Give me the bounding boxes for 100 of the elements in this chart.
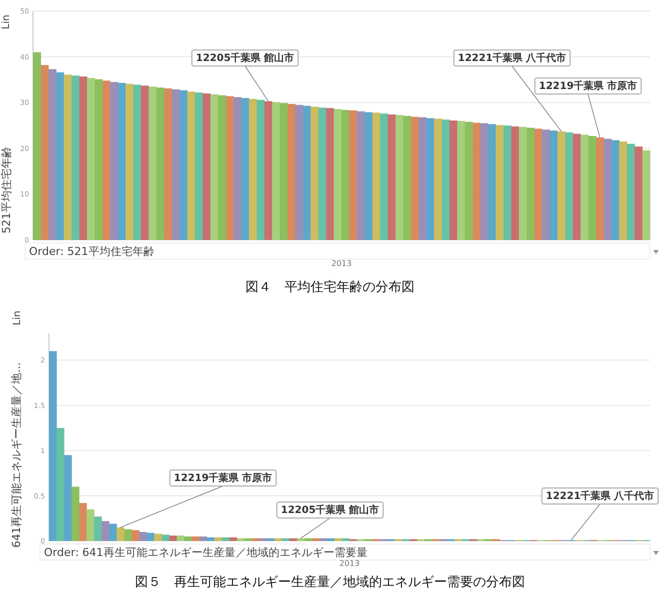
- bar: [94, 516, 102, 541]
- bar: [588, 136, 596, 240]
- bar: [310, 106, 319, 240]
- bar: [194, 92, 203, 240]
- bar: [472, 122, 481, 240]
- annotation: 12219千葉県 市原市: [538, 80, 638, 92]
- bar: [56, 428, 64, 541]
- bar: [503, 126, 512, 240]
- bar: [604, 138, 612, 240]
- bar: [109, 524, 117, 541]
- bar: [511, 126, 520, 240]
- bar: [334, 109, 342, 240]
- bar: [169, 536, 178, 541]
- bar: [342, 110, 350, 240]
- bar: [40, 65, 49, 240]
- bar: [388, 114, 396, 240]
- bar: [349, 110, 358, 240]
- bar: [164, 88, 172, 240]
- bar: [218, 95, 226, 240]
- y-axis-title: 521平均住宅年齢: [0, 146, 13, 234]
- bar: [118, 82, 126, 240]
- annotation: 12219千葉県 市原市: [174, 472, 272, 484]
- bar: [94, 79, 103, 240]
- bar: [49, 351, 57, 541]
- x-axis-title: 2013: [339, 559, 360, 568]
- bar: [226, 96, 234, 240]
- bar: [372, 112, 380, 240]
- bar: [256, 100, 265, 240]
- bar: [550, 130, 558, 240]
- bar: [534, 128, 542, 240]
- bar: [280, 103, 288, 240]
- bar: [326, 108, 334, 240]
- bar: [248, 98, 257, 240]
- bar: [634, 146, 643, 240]
- text: Order: 641再生可能エネルギー生産量／地域的エネルギー需要量: [44, 546, 368, 559]
- text: Lin: [12, 310, 23, 326]
- bar: [102, 521, 110, 541]
- text: Order: 521平均住宅年齢: [29, 245, 154, 258]
- text: 図４ 平均住宅年齢の分布図: [246, 279, 414, 295]
- annotation: 12221千葉県 八千代市: [458, 52, 566, 64]
- bar: [526, 128, 535, 240]
- bar: [126, 84, 134, 240]
- bar: [184, 536, 192, 541]
- bar: [86, 78, 95, 240]
- bar: [295, 104, 304, 240]
- annotation: 12205千葉県 館山市: [196, 52, 294, 64]
- bar: [410, 116, 419, 240]
- bar: [187, 92, 196, 240]
- bar: [488, 124, 496, 240]
- bar: [210, 94, 218, 240]
- bar: [146, 532, 154, 541]
- bar: [79, 76, 88, 240]
- bar: [148, 86, 157, 240]
- bar: [434, 118, 442, 240]
- bar: [229, 537, 238, 541]
- bar: [364, 112, 373, 240]
- bar: [288, 104, 296, 240]
- bar: [619, 142, 628, 240]
- bar: [102, 80, 110, 240]
- bar: [156, 87, 164, 240]
- bar: [234, 97, 242, 240]
- bar: [442, 120, 450, 240]
- bar: [202, 93, 211, 240]
- bar: [449, 120, 458, 240]
- bar: [140, 86, 149, 240]
- bar: [626, 144, 635, 240]
- bar: [596, 137, 604, 240]
- bar: [48, 69, 56, 240]
- annotation: 12221千葉県 八千代市: [546, 490, 654, 502]
- bar: [199, 536, 208, 541]
- bar: [172, 89, 180, 240]
- bar: [565, 132, 574, 240]
- bar: [318, 108, 326, 240]
- bar: [56, 72, 64, 240]
- bar: [133, 84, 142, 240]
- bar: [116, 527, 124, 541]
- bar: [496, 125, 504, 240]
- text: Lin: [1, 14, 12, 30]
- bar: [110, 82, 118, 240]
- bar: [222, 537, 230, 541]
- bar: [176, 536, 185, 541]
- bar: [418, 117, 427, 240]
- bar: [214, 537, 222, 541]
- bar: [542, 130, 550, 240]
- bar: [86, 509, 94, 541]
- bar: [64, 455, 72, 541]
- bar: [139, 532, 147, 541]
- y-axis-title: 641再生可能エネルギー生産量／地...: [10, 362, 23, 548]
- bar: [154, 534, 162, 541]
- bar: [79, 503, 87, 541]
- text: 図５ 再生可能エネルギー生産量／地域的エネルギー需要の分布図: [135, 574, 525, 590]
- annotation: 12205千葉県 館山市: [280, 504, 380, 516]
- bar: [132, 530, 140, 541]
- bar: [180, 90, 188, 240]
- bar: [403, 116, 412, 240]
- bar: [356, 111, 365, 240]
- bar: [572, 134, 581, 240]
- bar: [426, 118, 434, 240]
- bar: [72, 76, 80, 240]
- bar: [642, 150, 650, 240]
